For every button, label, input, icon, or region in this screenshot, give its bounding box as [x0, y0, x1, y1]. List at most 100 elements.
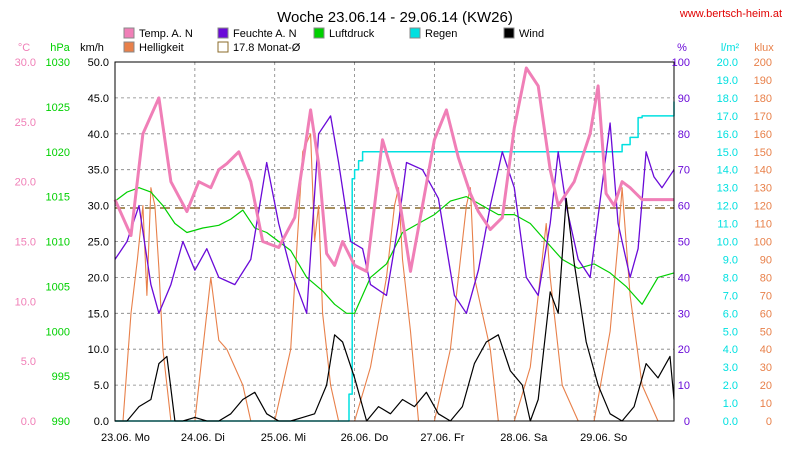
x-tick-label: 24.06. Di — [181, 432, 225, 444]
axis-tick-wind: 20.0 — [88, 272, 109, 284]
axis-tick-pressure: 1010 — [46, 237, 70, 249]
legend-label-humidity: Feuchte A. N — [233, 28, 297, 40]
axis-tick-temp: 15.0 — [15, 237, 36, 249]
axis-tick-wind: 5.0 — [94, 380, 109, 392]
axis-tick-rain: 0.0 — [723, 416, 738, 428]
axis-tick-pressure: 1025 — [46, 102, 70, 114]
axis-unit-brightness: klux — [754, 42, 774, 54]
axis-tick-rain: 8.0 — [723, 272, 738, 284]
axis-tick-pressure: 995 — [52, 371, 70, 383]
axis-tick-rain: 14.0 — [717, 165, 738, 177]
axis-tick-humidity: 20 — [678, 344, 690, 356]
axis-tick-brightness: 190 — [754, 75, 772, 87]
axis-tick-wind: 30.0 — [88, 201, 109, 213]
axis-tick-brightness: 80 — [760, 272, 772, 284]
axis-tick-rain: 2.0 — [723, 380, 738, 392]
legend: Temp. A. N Feuchte A. N Luftdruck Regen Wind… — [123, 27, 544, 54]
axis-tick-brightness: 50 — [760, 326, 772, 338]
axis-tick-rain: 15.0 — [717, 147, 738, 159]
axis-tick-brightness: 120 — [754, 201, 772, 213]
website-label[interactable]: www.bertsch-heim.at — [679, 8, 782, 20]
axis-tick-brightness: 70 — [760, 290, 772, 302]
x-tick-label: 26.06. Do — [341, 432, 389, 444]
legend-swatch-wind — [503, 27, 515, 39]
axis-tick-brightness: 110 — [754, 219, 772, 231]
axis-tick-temp: 0.0 — [21, 416, 36, 428]
x-tick-label: 25.06. Mi — [261, 432, 306, 444]
axis-tick-temp: 30.0 — [15, 57, 36, 69]
axis-unit-rain: l/m² — [721, 42, 740, 54]
axis-tick-rain: 1.0 — [723, 398, 738, 410]
x-tick-label: 23.06. Mo — [101, 432, 150, 444]
axis-tick-wind: 15.0 — [88, 308, 109, 320]
axis-tick-humidity: 10 — [678, 380, 690, 392]
x-tick-label: 28.06. Sa — [500, 432, 548, 444]
axis-tick-rain: 9.0 — [723, 254, 738, 266]
legend-swatch-rain — [409, 27, 421, 39]
legend-label-temp: Temp. A. N — [139, 28, 193, 40]
axis-tick-wind: 0.0 — [94, 416, 109, 428]
axis-tick-brightness: 170 — [754, 111, 772, 123]
axis-tick-rain: 20.0 — [717, 57, 738, 69]
axis-tick-wind: 45.0 — [88, 93, 109, 105]
axis-tick-rain: 7.0 — [723, 290, 738, 302]
legend-label-pressure: Luftdruck — [329, 28, 375, 40]
axis-tick-rain: 16.0 — [717, 129, 738, 141]
series-line-temp-a-n — [113, 66, 674, 273]
axis-tick-brightness: 130 — [754, 183, 772, 195]
legend-swatch-monthly_avg — [217, 41, 229, 53]
legend-label-brightness: Helligkeit — [139, 42, 184, 54]
axis-tick-brightness: 150 — [754, 147, 772, 159]
x-tick-label: 27.06. Fr — [420, 432, 464, 444]
axis-tick-rain: 18.0 — [717, 93, 738, 105]
axis-tick-brightness: 20 — [760, 380, 772, 392]
plot-frame — [114, 61, 675, 422]
axis-tick-rain: 11.0 — [717, 219, 738, 231]
axis-tick-pressure: 1030 — [46, 57, 70, 69]
axis-tick-humidity: 100 — [672, 57, 690, 69]
axes-layer: 30.025.020.015.010.05.00.0°C103010251020… — [15, 42, 775, 428]
series-line-regen — [115, 101, 675, 422]
legend-swatch-humidity — [217, 27, 229, 39]
axis-tick-pressure: 1000 — [46, 326, 70, 338]
axis-tick-wind: 25.0 — [88, 237, 109, 249]
axis-tick-pressure: 1015 — [46, 192, 70, 204]
axis-tick-rain: 5.0 — [723, 326, 738, 338]
axis-tick-brightness: 60 — [760, 308, 772, 320]
axis-tick-brightness: 140 — [754, 165, 772, 177]
axis-tick-humidity: 70 — [678, 165, 690, 177]
axis-tick-rain: 3.0 — [723, 362, 738, 374]
axis-tick-brightness: 30 — [760, 362, 772, 374]
axis-tick-wind: 50.0 — [88, 57, 109, 69]
axis-unit-humidity: % — [677, 42, 687, 54]
legend-label-monthly_avg: 17.8 Monat-Ø — [233, 42, 301, 54]
axis-tick-temp: 25.0 — [15, 117, 36, 129]
axis-tick-temp: 5.0 — [21, 356, 36, 368]
axis-unit-pressure: hPa — [50, 42, 70, 54]
axis-tick-humidity: 60 — [678, 201, 690, 213]
x-axis-labels: 23.06. Mo 24.06. Di 25.06. Mi 26.06. Do 27.0… — [101, 432, 627, 444]
axis-tick-humidity: 80 — [678, 129, 690, 141]
axis-tick-rain: 12.0 — [717, 201, 738, 213]
series-line-luftdruck — [114, 187, 675, 314]
axis-tick-rain: 4.0 — [723, 344, 738, 356]
axis-tick-wind: 10.0 — [88, 344, 109, 356]
axis-tick-wind: 40.0 — [88, 129, 109, 141]
axis-tick-humidity: 0 — [684, 416, 690, 428]
axis-tick-rain: 13.0 — [717, 183, 738, 195]
legend-label-rain: Regen — [425, 28, 457, 40]
axis-tick-rain: 17.0 — [717, 111, 738, 123]
axis-tick-brightness: 200 — [754, 57, 772, 69]
axis-unit-wind: km/h — [80, 42, 104, 54]
axis-tick-temp: 20.0 — [15, 177, 36, 189]
legend-label-wind: Wind — [519, 28, 544, 40]
axis-tick-humidity: 30 — [678, 308, 690, 320]
chart-title: Woche 23.06.14 - 29.06.14 (KW26) — [277, 9, 513, 26]
axis-tick-pressure: 1020 — [46, 147, 70, 159]
legend-swatch-brightness — [123, 41, 135, 53]
axis-tick-brightness: 0 — [766, 416, 772, 428]
series-line-feuchte-a-n — [114, 115, 675, 314]
axis-tick-humidity: 50 — [678, 237, 690, 249]
